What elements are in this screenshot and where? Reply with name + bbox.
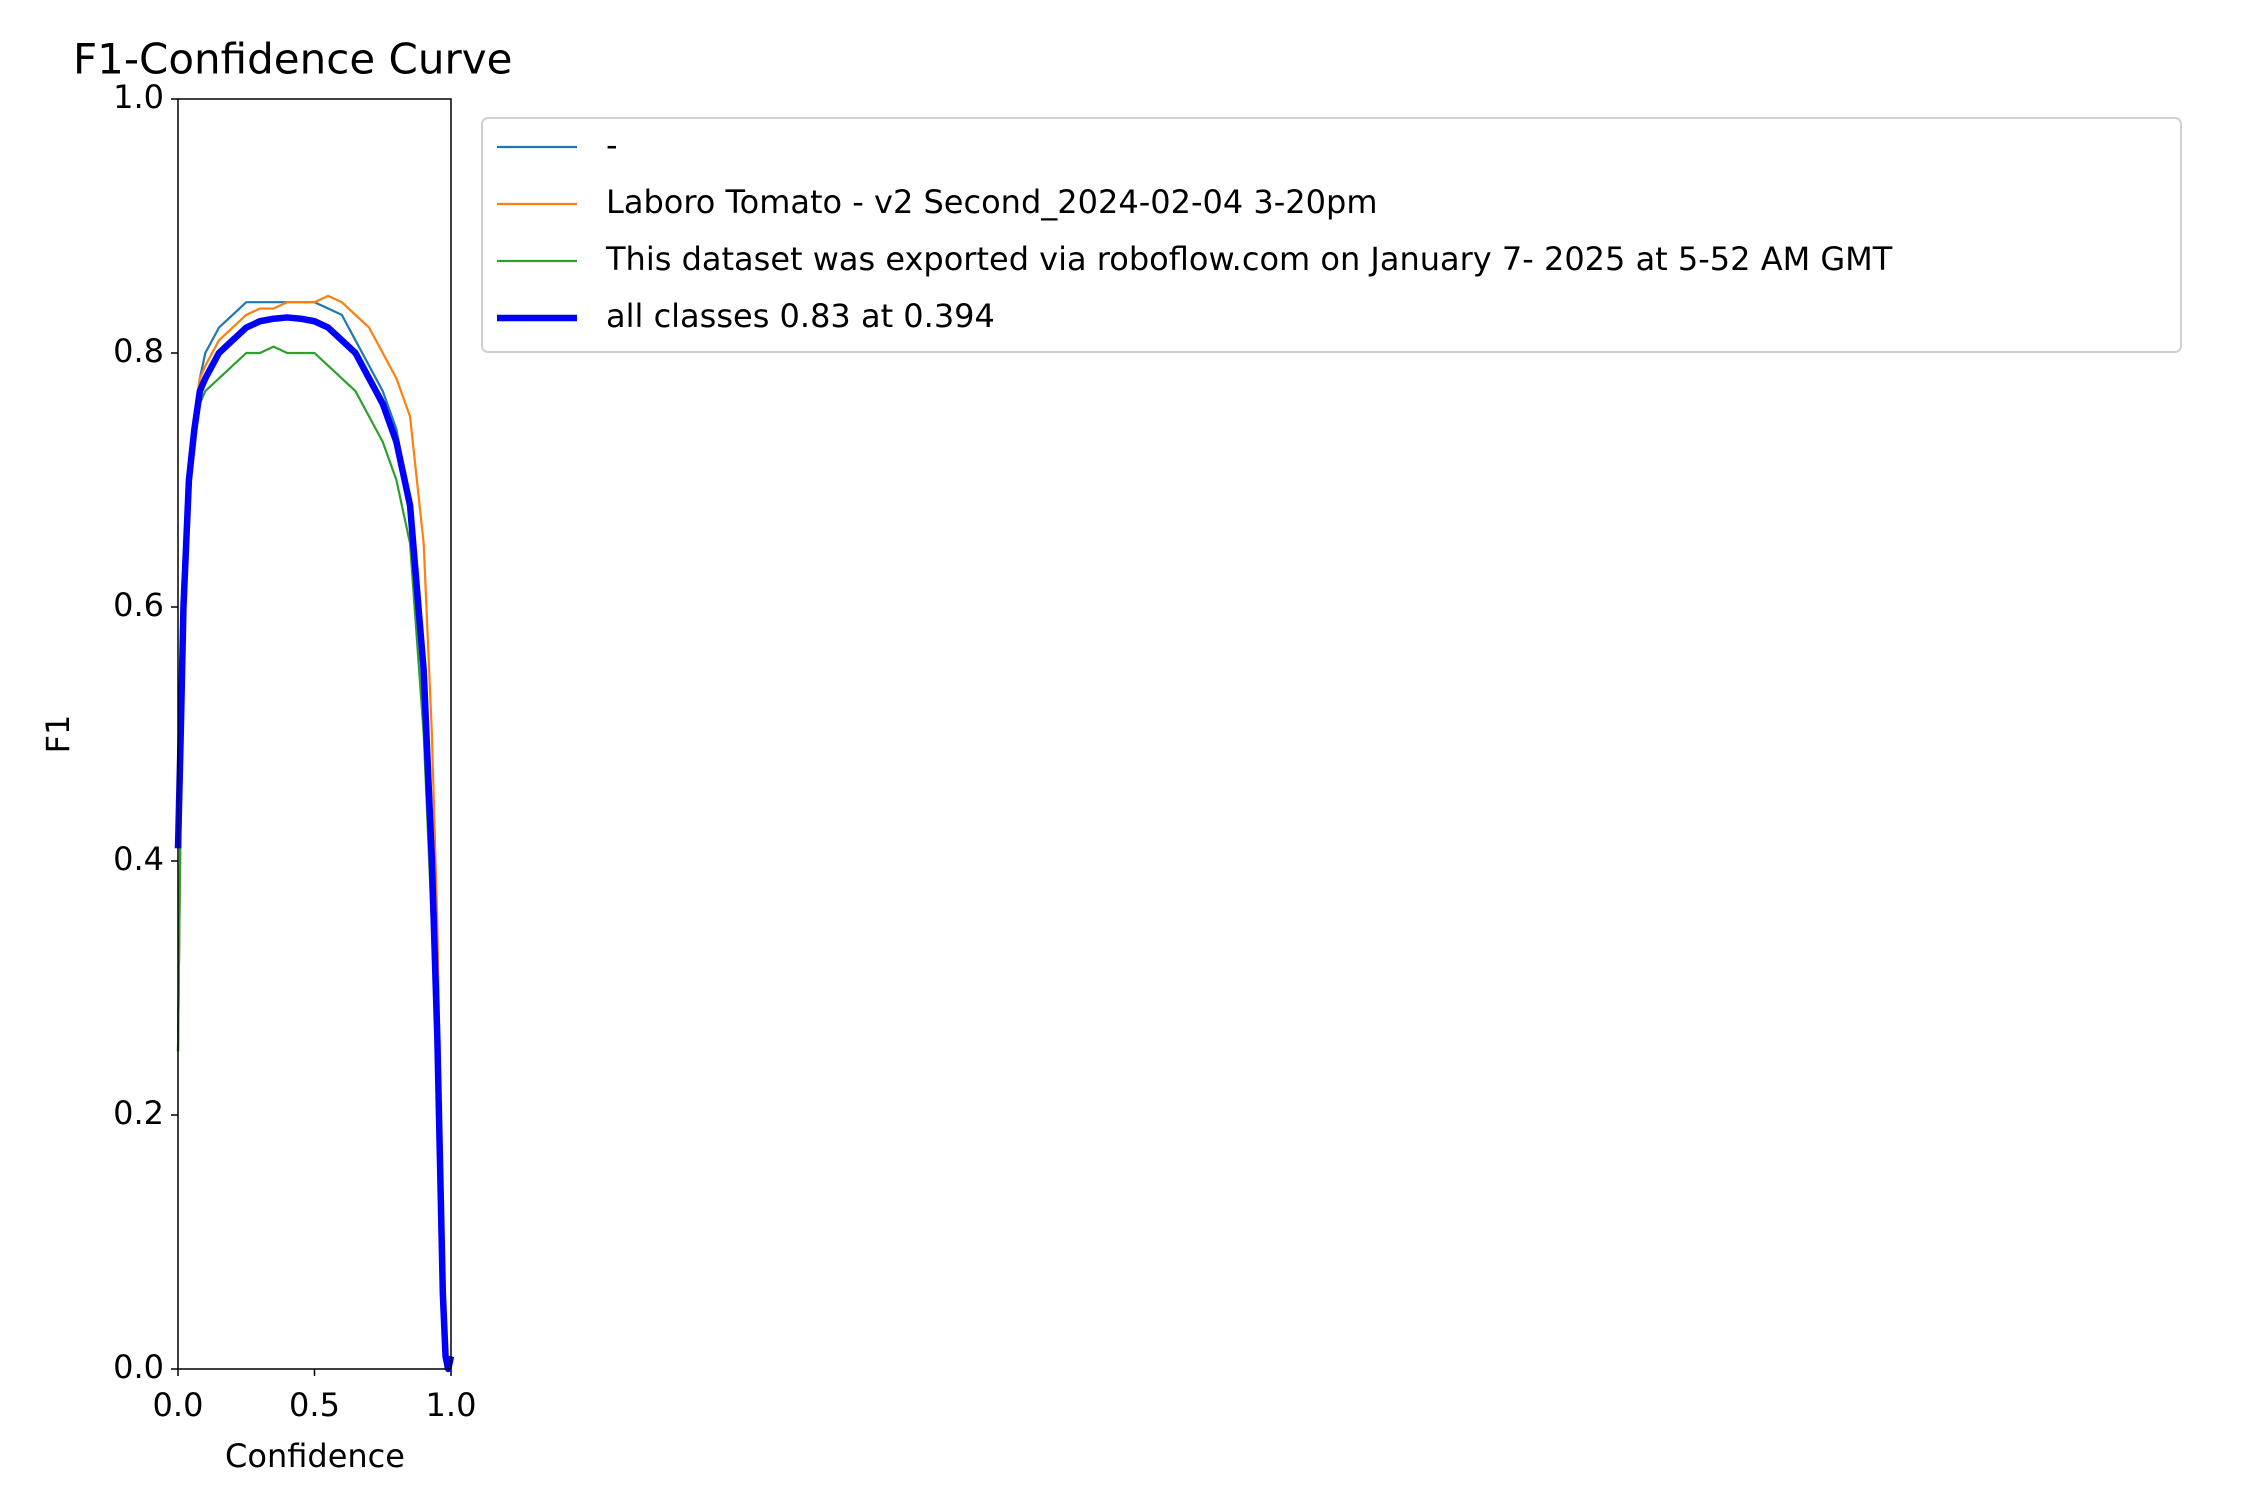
x-tick-label: 0.0 (153, 1386, 204, 1424)
y-tick-label: 0.6 (113, 586, 164, 624)
legend-label: Laboro Tomato - v2 Second_2024-02-04 3-2… (606, 183, 1378, 221)
y-axis-label: F1 (39, 715, 77, 754)
x-tick-label: 1.0 (426, 1386, 477, 1424)
y-tick-label: 0.0 (113, 1348, 164, 1386)
legend-label: This dataset was exported via roboflow.c… (605, 240, 1893, 278)
y-tick-label: 1.0 (113, 78, 164, 116)
legend-box (481, 117, 2182, 353)
y-tick-label: 0.2 (113, 1094, 164, 1132)
legend-label: all classes 0.83 at 0.394 (606, 297, 995, 335)
legend-label: - (606, 126, 618, 164)
x-axis-label: Confidence (225, 1437, 405, 1475)
series-line (174, 314, 455, 1373)
chart-title: F1-Confidence Curve (73, 35, 512, 84)
y-tick-label: 0.4 (113, 840, 164, 878)
y-tick-label: 0.8 (113, 332, 164, 370)
x-tick-label: 0.5 (289, 1386, 340, 1424)
plot-frame (177, 98, 452, 1370)
series-line (176, 301, 451, 1371)
series-line (176, 294, 451, 1371)
